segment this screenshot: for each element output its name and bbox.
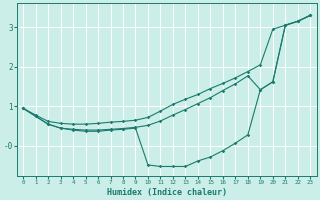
X-axis label: Humidex (Indice chaleur): Humidex (Indice chaleur): [107, 188, 227, 197]
